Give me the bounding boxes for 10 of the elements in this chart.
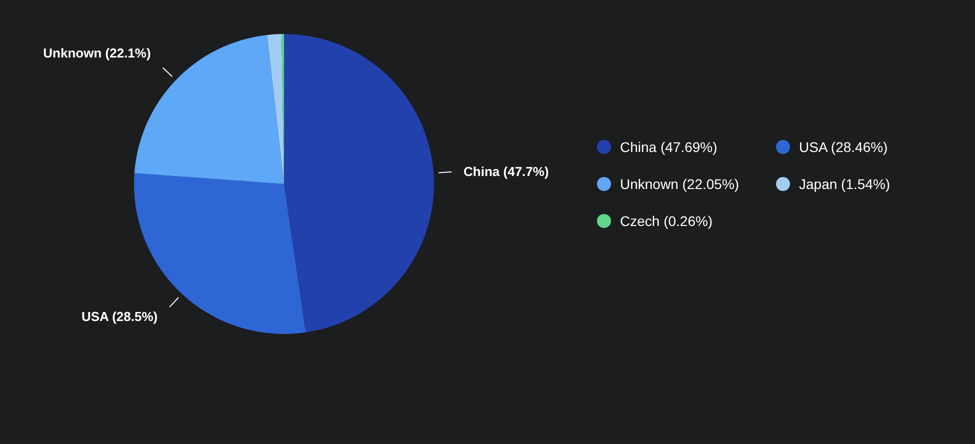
- data-label: Unknown (22.1%): [43, 46, 151, 61]
- pie-slice: [284, 34, 434, 332]
- legend-label: USA (28.46%): [799, 139, 888, 155]
- legend-label: China (47.69%): [620, 139, 718, 155]
- legend-label: Unknown (22.05%): [620, 176, 740, 192]
- data-label: China (47.7%): [464, 164, 549, 179]
- data-label: USA (28.5%): [82, 309, 158, 324]
- pie-slice: [267, 34, 284, 184]
- legend-label: Japan (1.54%): [799, 176, 890, 192]
- legend-label: Czech (0.26%): [620, 213, 713, 229]
